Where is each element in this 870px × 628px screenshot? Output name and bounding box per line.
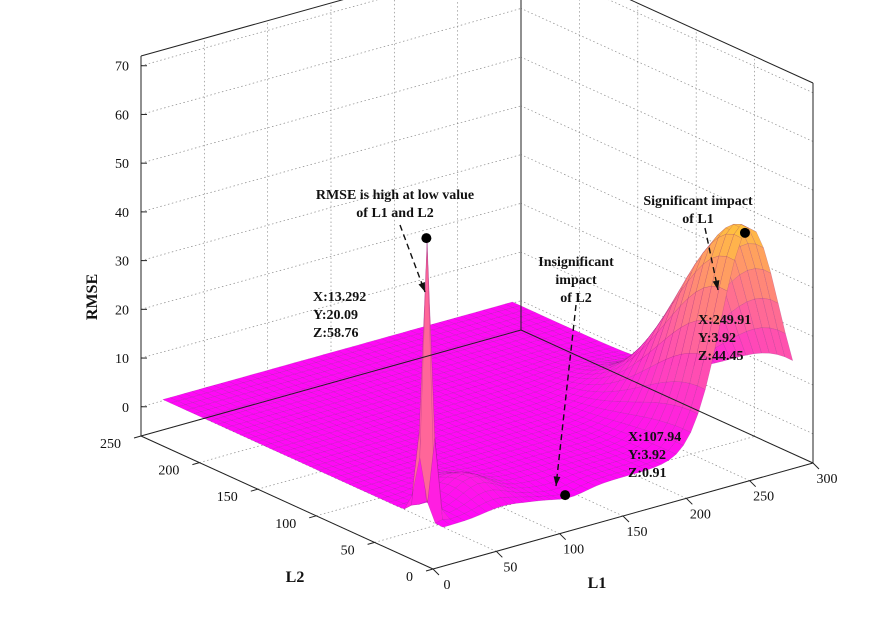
significant-point <box>739 227 750 238</box>
y-tick-label: 50 <box>341 543 355 558</box>
x-tick-label: 0 <box>444 578 451 593</box>
annotation-significant-line: of L1 <box>682 212 714 227</box>
z-tick-label: 0 <box>122 401 129 416</box>
significant-point-label: Z:44.45 <box>698 349 744 364</box>
grid-line <box>140 251 522 359</box>
z-tick-label: 30 <box>115 255 129 270</box>
rmse-high-point-label: Y:20.09 <box>313 308 358 323</box>
grid-line <box>520 56 814 191</box>
significant-point-label: Y:3.92 <box>698 331 736 346</box>
rmse-high-point <box>421 233 432 244</box>
x-tick-mark <box>559 533 567 541</box>
z-axis-label: RMSE <box>84 274 101 320</box>
x-tick-label: 150 <box>627 525 648 540</box>
axes-edge <box>140 435 434 570</box>
y-tick-mark <box>367 541 375 545</box>
x-tick-label: 200 <box>690 507 711 522</box>
annotation-insignificant-line: impact <box>555 273 597 288</box>
annotation-significant-arrow <box>704 227 719 291</box>
x-tick-label: 50 <box>503 560 517 575</box>
axes-edge <box>140 329 522 437</box>
y-tick-mark <box>309 515 317 519</box>
annotation-arrows <box>399 224 720 487</box>
annotation-rmse-high-arrow <box>399 224 426 293</box>
tick-labels: 0 50 100 150 200 250 300 0 50 100 150 200 250 0 10 20 30… <box>100 60 838 593</box>
annotations: RMSE is high at low value of L1 and L2 Ins… <box>316 188 753 306</box>
y-tick-label: 150 <box>217 490 238 505</box>
x-tick-mark <box>749 480 757 488</box>
y-tick-label: 200 <box>158 464 179 479</box>
y-tick-label: 0 <box>406 570 413 585</box>
y-axis-label: L2 <box>286 569 305 586</box>
y-tick-mark <box>192 462 200 466</box>
axes-edge <box>140 0 344 57</box>
grid-line <box>140 56 522 164</box>
grid-line <box>140 8 522 115</box>
insignificant-point-label: Z:0.91 <box>628 466 667 481</box>
annotation-rmse-high-arrowhead <box>418 282 425 292</box>
grid-line <box>520 105 814 240</box>
annotation-significant-line: Significant impact <box>643 194 753 209</box>
annotation-insignificant-line: Insignificant <box>538 255 614 270</box>
surface-face <box>777 329 793 361</box>
x-tick-mark <box>432 568 440 576</box>
x-tick-mark <box>622 515 630 523</box>
x-tick-label: 100 <box>563 543 584 558</box>
annotation-rmse-high-line: of L1 and L2 <box>356 206 433 221</box>
y-tick-label: 250 <box>100 437 121 452</box>
grid-line <box>608 0 814 94</box>
insignificant-point <box>560 490 571 501</box>
z-tick-label: 70 <box>115 60 129 75</box>
y-tick-mark <box>133 435 142 439</box>
z-tick-label: 50 <box>115 157 129 172</box>
x-tick-mark <box>685 497 693 505</box>
annotation-significant-arrowhead <box>712 280 720 290</box>
z-tick-label: 20 <box>115 303 129 318</box>
annotation-insignificant-line: of L2 <box>560 291 592 306</box>
annotation-insignificant-arrow <box>555 304 577 487</box>
grid-line <box>140 154 522 261</box>
surface-mesh <box>162 224 793 528</box>
grid-line <box>140 0 378 67</box>
x-tick-label: 300 <box>817 472 838 487</box>
axes-edge <box>629 0 814 84</box>
z-tick-label: 60 <box>115 108 129 123</box>
y-tick-label: 100 <box>275 517 296 532</box>
x-tick-mark <box>495 550 503 558</box>
annotation-insignificant-arrowhead <box>553 476 561 486</box>
x-tick-mark <box>812 462 820 470</box>
z-tick-label: 10 <box>115 352 129 367</box>
grid-line <box>520 8 814 142</box>
axes-edge <box>520 329 814 464</box>
significant-point-label: X:249.91 <box>698 313 751 328</box>
annotation-rmse-high-line: RMSE is high at low value <box>316 188 474 203</box>
z-tick-label: 40 <box>115 206 129 221</box>
y-tick-mark <box>250 488 258 492</box>
rmse-high-point-label: Z:58.76 <box>313 326 359 341</box>
grid-line <box>140 202 522 310</box>
insignificant-point-label: Y:3.92 <box>628 448 666 463</box>
grid-line <box>140 105 522 213</box>
insignificant-point-label: X:107.94 <box>628 430 681 445</box>
x-tick-label: 250 <box>753 490 774 505</box>
rmse-high-point-label: X:13.292 <box>313 290 366 305</box>
y-tick-mark <box>425 568 434 572</box>
x-axis-label: L1 <box>588 575 607 592</box>
data-markers: X:13.292 Y:20.09 Z:58.76 X:107.94 Y:3.92 Z:0.… <box>313 227 751 501</box>
